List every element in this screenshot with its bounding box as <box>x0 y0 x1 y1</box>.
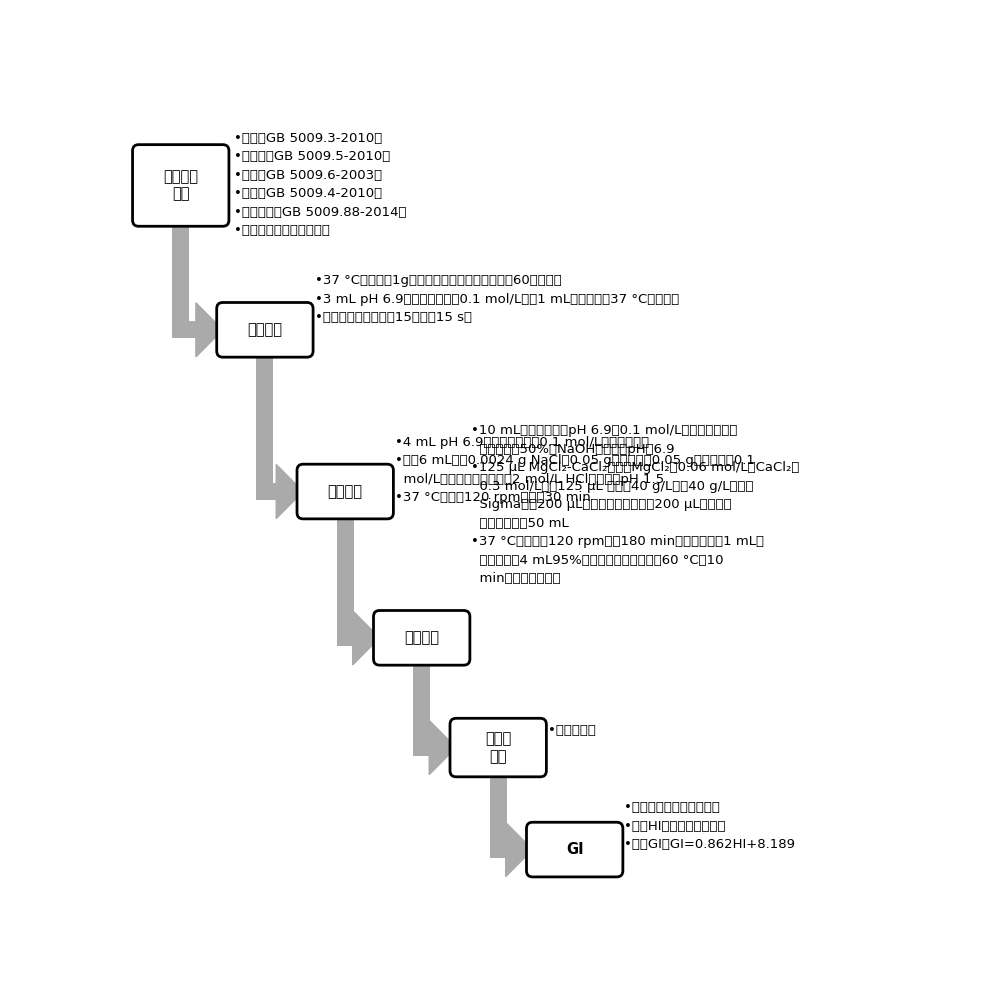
Text: 口腔模型: 口腔模型 <box>247 322 282 337</box>
Polygon shape <box>195 303 223 357</box>
Polygon shape <box>352 611 380 665</box>
Bar <box>489 841 505 858</box>
Bar <box>256 351 273 492</box>
Text: •10 mL磷酸缓冲液（pH 6.9，0.1 mol/L）加入到上述溶
  液中，利用50%的NaOH溶液调节pH为6.9
•125 μL MgCl₂-CaCl: •10 mL磷酸缓冲液（pH 6.9，0.1 mol/L）加入到上述溶 液中，利… <box>471 424 799 585</box>
FancyBboxPatch shape <box>526 822 622 877</box>
Text: 小肠模型: 小肠模型 <box>404 630 439 645</box>
FancyBboxPatch shape <box>373 610 469 665</box>
Text: GI: GI <box>565 842 583 857</box>
Text: •4 mL pH 6.9的磷酸缓冲液（0.1 mol/L）冲洗研钵棒
•加入6 mL含有0.0024 g NaCl、0.05 g胃蛋白酶和0.05 g瓜尔豆胶的: •4 mL pH 6.9的磷酸缓冲液（0.1 mol/L）冲洗研钵棒 •加入6 … <box>394 436 754 504</box>
Bar <box>336 513 353 638</box>
Text: 胃部模型: 胃部模型 <box>327 484 362 499</box>
Text: •高效液相法: •高效液相法 <box>547 724 596 737</box>
Polygon shape <box>276 464 303 519</box>
FancyBboxPatch shape <box>132 145 229 226</box>
Text: 组成成分
测定: 组成成分 测定 <box>163 169 198 202</box>
Bar <box>489 771 506 850</box>
Text: 葡萄糖
测定: 葡萄糖 测定 <box>484 731 511 764</box>
Bar <box>413 659 430 748</box>
Bar <box>173 220 189 330</box>
Polygon shape <box>429 720 456 775</box>
Bar <box>413 739 429 756</box>
Bar <box>256 483 276 500</box>
FancyBboxPatch shape <box>450 718 546 777</box>
Polygon shape <box>505 822 532 877</box>
Bar <box>336 629 352 646</box>
Bar <box>173 321 195 338</box>
Text: •水分（GB 5009.3-2010）
•蛋白质（GB 5009.5-2010）
•脂肪（GB 5009.6-2003）
•灰分（GB 5009.4-2010）: •水分（GB 5009.3-2010） •蛋白质（GB 5009.5-2010）… <box>234 132 406 237</box>
Text: •37 °C，预热含1g碳水化合物的样品（粉碎，过60目筛网）
•3 mL pH 6.9的磷酸缓冲液（0.1 mol/L）和1 mL预先加热到37 °C的淀粉酶: •37 °C，预热含1g碳水化合物的样品（粉碎，过60目筛网） •3 mL pH… <box>315 274 678 324</box>
FancyBboxPatch shape <box>217 302 313 357</box>
FancyBboxPatch shape <box>297 464 393 519</box>
Text: •计算碳水化合物的水解率
•计算HI：曲线下面积之比
•计算GI：GI=0.862HI+8.189: •计算碳水化合物的水解率 •计算HI：曲线下面积之比 •计算GI：GI=0.86… <box>624 801 795 851</box>
